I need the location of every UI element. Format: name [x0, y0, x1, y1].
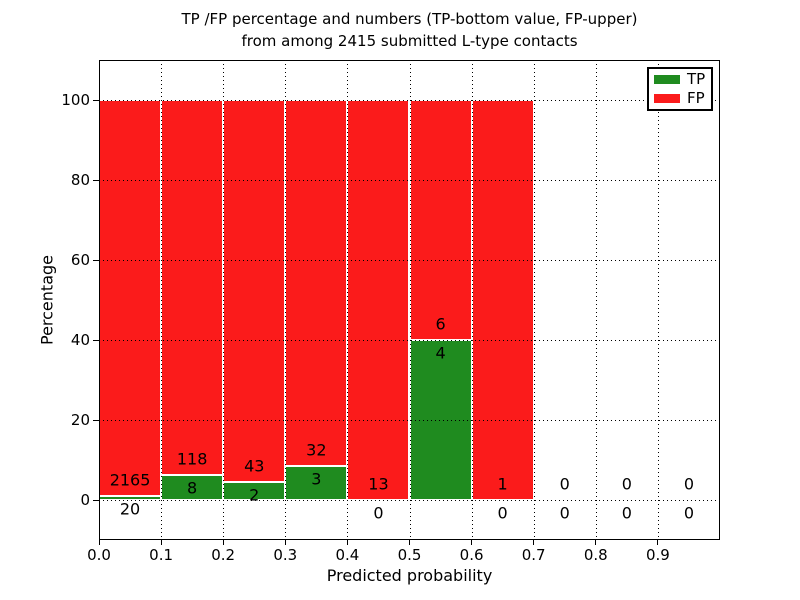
x-tick-mark — [222, 540, 224, 545]
tp-count-label: 2 — [249, 485, 260, 505]
y-tick-mark — [93, 499, 99, 501]
fp-count-label: 0 — [621, 474, 632, 494]
fp-count-label: 43 — [244, 456, 265, 476]
y-tick-mark — [93, 179, 99, 181]
y-tick-mark — [93, 99, 99, 101]
y-tick-label: 100 — [61, 91, 90, 109]
tp-bar-segment — [161, 474, 224, 500]
fp-count-label: 118 — [176, 449, 208, 469]
tp-count-label: 0 — [497, 503, 508, 523]
tp-count-label: 0 — [373, 503, 384, 523]
x-tick-mark — [533, 540, 535, 545]
fp-bar-segment — [409, 100, 472, 340]
y-tick-label: 60 — [70, 251, 90, 269]
tp-count-label: 0 — [621, 503, 632, 523]
x-gridline — [595, 60, 597, 540]
x-gridline — [657, 60, 659, 540]
fp-bar-segment — [285, 100, 348, 466]
fp-count-label: 2165 — [109, 470, 151, 490]
fp-bar-segment — [99, 100, 162, 497]
tp-count-label: 3 — [311, 469, 322, 489]
x-tick-label: 0.9 — [645, 546, 670, 564]
tp-count-label: 0 — [559, 503, 570, 523]
x-tick-label: 0.6 — [459, 546, 484, 564]
tp-count-label: 0 — [683, 503, 695, 523]
x-tick-mark — [346, 540, 348, 545]
fp-bar-segment — [347, 100, 410, 500]
y-gridline — [99, 500, 720, 501]
x-tick-mark — [409, 540, 410, 545]
y-tick-mark — [93, 259, 99, 261]
x-tick-mark — [160, 540, 162, 545]
x-tick-mark — [595, 540, 597, 545]
legend-item-fp: FP — [654, 88, 711, 107]
plot-area: 2165 20 118 8 43 2 32 3 13 0 6 4 1 0 0 0 0 0 0 0 — [99, 60, 720, 540]
x-tick-mark — [284, 540, 286, 545]
tp-bar-segment — [285, 465, 348, 500]
x-axis-label: Predicted probability — [326, 566, 493, 585]
tp-bar-segment — [409, 340, 472, 500]
x-gridline — [533, 60, 535, 540]
tp-count-label: 8 — [187, 478, 198, 498]
fp-bar-segment — [471, 100, 534, 500]
y-tick-label: 80 — [70, 171, 90, 189]
fp-count-label: 0 — [559, 474, 570, 494]
fp-legend-label: FP — [687, 88, 705, 107]
y-tick-label: 0 — [80, 491, 90, 509]
fp-bar-segment — [223, 100, 286, 483]
x-tick-label: 0.2 — [211, 546, 236, 564]
legend: TP FP — [647, 67, 713, 111]
fp-count-label: 32 — [306, 440, 327, 460]
chart-title-line1: TP /FP percentage and numbers (TP-bottom… — [181, 10, 638, 28]
x-tick-label: 0.4 — [335, 546, 360, 564]
x-tick-label: 0.5 — [397, 546, 422, 564]
legend-item-tp: TP — [654, 72, 711, 87]
fp-legend-swatch — [654, 93, 680, 103]
tp-count-label: 4 — [435, 343, 446, 363]
fp-count-label: 6 — [435, 314, 446, 334]
x-tick-mark — [98, 540, 100, 545]
tp-legend-swatch — [654, 75, 680, 85]
tp-count-label: 20 — [119, 499, 141, 519]
x-tick-label: 0.0 — [87, 546, 111, 564]
x-tick-label: 0.1 — [149, 546, 174, 564]
x-tick-label: 0.7 — [521, 546, 546, 564]
chart-title-line2: from among 2415 submitted L-type contact… — [241, 32, 578, 50]
y-tick-mark — [93, 339, 99, 341]
fp-bar-segment — [161, 100, 224, 475]
y-tick-label: 20 — [70, 411, 90, 429]
y-tick-label: 40 — [70, 331, 90, 349]
x-tick-label: 0.3 — [273, 546, 298, 564]
x-tick-mark — [657, 540, 659, 545]
chart-title: TP /FP percentage and numbers (TP-bottom… — [99, 8, 720, 52]
x-tick-mark — [471, 540, 473, 545]
fp-count-label: 0 — [683, 474, 695, 494]
y-tick-mark — [93, 419, 99, 421]
x-tick-label: 0.8 — [583, 546, 608, 564]
fp-count-label: 13 — [368, 474, 389, 494]
fp-count-label: 1 — [497, 474, 508, 494]
tp-legend-label: TP — [687, 70, 706, 89]
